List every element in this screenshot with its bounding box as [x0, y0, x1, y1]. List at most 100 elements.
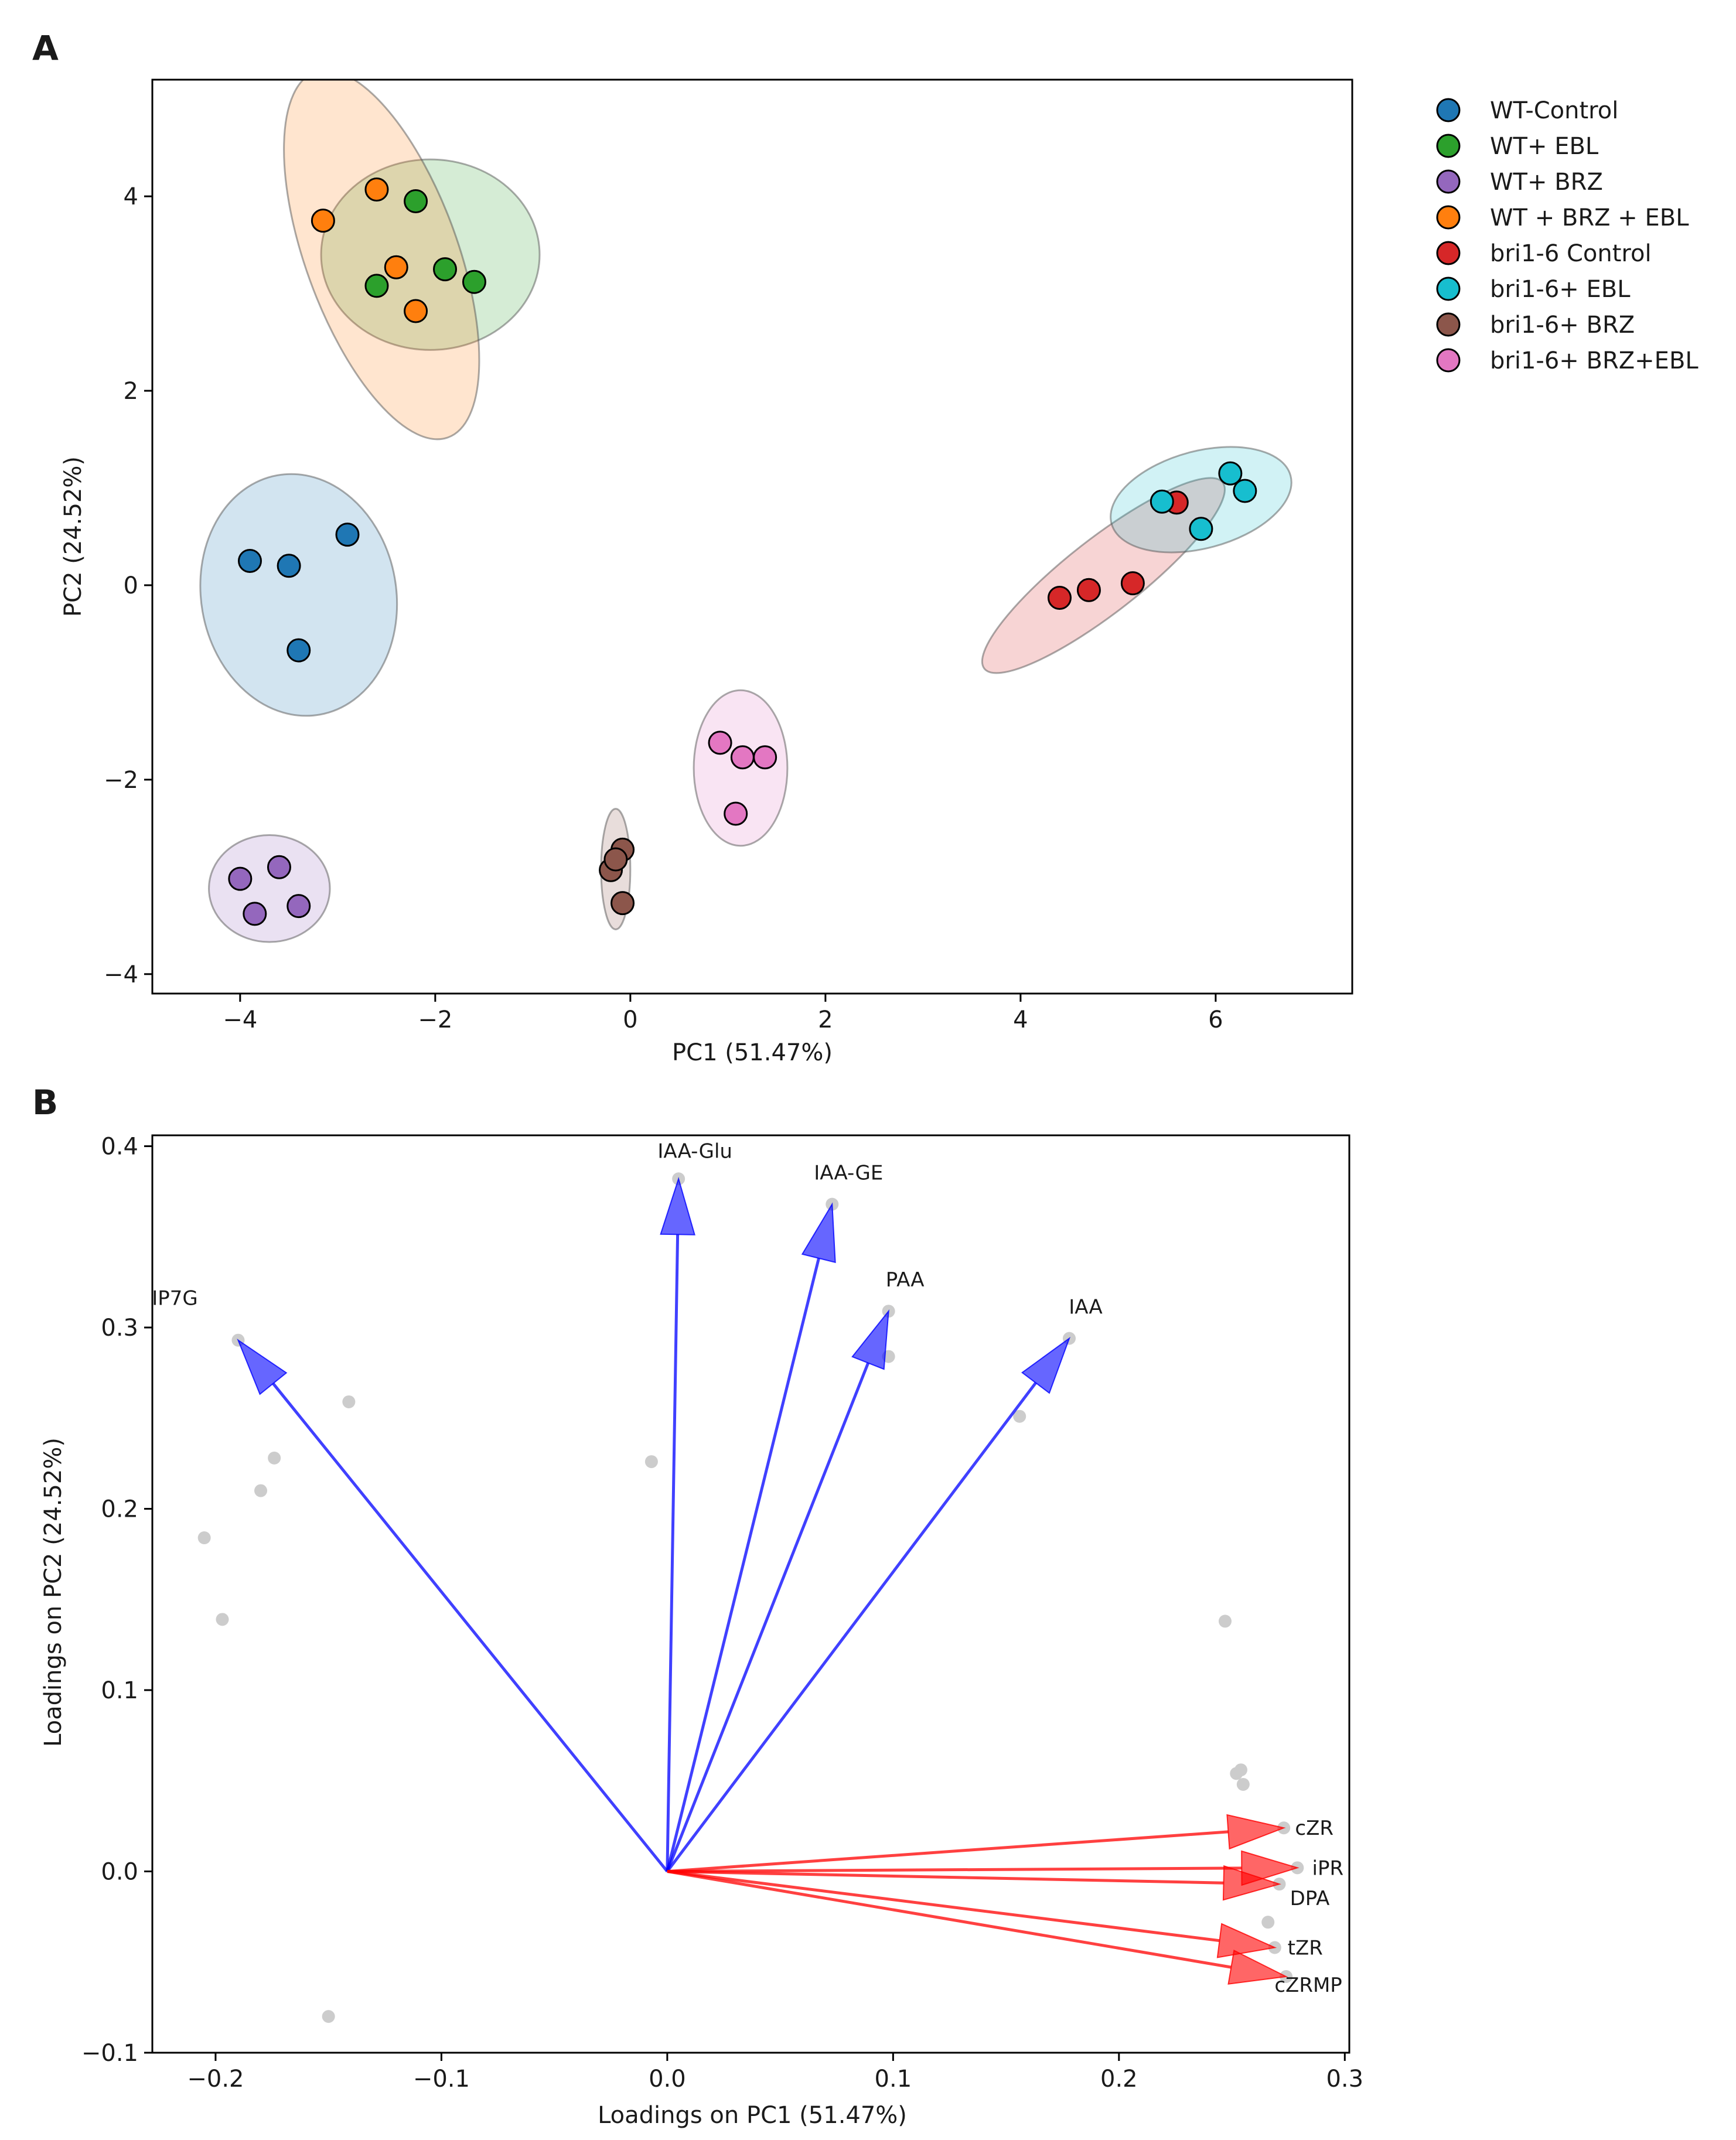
- legend-label: WT+ EBL: [1490, 133, 1599, 160]
- legend-item-wt-brz-ebl: WT + BRZ + EBL: [1436, 204, 1689, 231]
- score-point-wt-ebl-1: [404, 189, 428, 213]
- score-point-wt-control-4: [287, 638, 311, 663]
- loading-arrow-czr: [667, 1814, 1286, 1873]
- legend-label: bri1-6+ BRZ+EBL: [1490, 347, 1699, 374]
- legend-label: WT-Control: [1490, 97, 1618, 124]
- legend: WT-Control WT+ EBL WT+ BRZ WT + BRZ + EBL br…: [1436, 97, 1699, 374]
- confidence-ellipse-wt-brz-ebl: [283, 80, 480, 441]
- loading-label-iaa-ge: IAA-GE: [814, 1162, 883, 1185]
- score-point-wt-brz-3: [287, 894, 311, 919]
- loading-point: [1013, 1409, 1026, 1423]
- score-point-bri1-6-ebl-2: [1189, 517, 1213, 541]
- confidence-ellipse-wt-ebl: [320, 158, 541, 351]
- loading-label-czrmp: cZRMP: [1274, 1974, 1342, 1997]
- loading-point: [197, 1531, 211, 1545]
- y-tick-label: −2: [104, 767, 138, 794]
- score-point-bri1-6-control-3: [1120, 571, 1145, 596]
- loading-point: [216, 1613, 229, 1626]
- score-point-wt-brz-ebl-4: [404, 299, 428, 323]
- x-tick-label: 4: [1013, 1006, 1028, 1033]
- loading-point: [254, 1484, 268, 1497]
- score-point-wt-control-2: [277, 554, 301, 578]
- panel-letter-b: B: [32, 1083, 58, 1122]
- y-tick-label: 0.0: [101, 1859, 138, 1886]
- score-point-wt-brz-2: [267, 855, 291, 879]
- legend-marker: [1436, 277, 1461, 301]
- loading-arrow-iaa: [666, 1336, 1071, 1873]
- loading-point: [1261, 1916, 1275, 1929]
- loading-arrow-iaa-glu: [660, 1176, 695, 1872]
- x-tick-label: 2: [818, 1006, 833, 1033]
- score-point-bri1-6-control-1: [1047, 586, 1072, 610]
- y-tick-label: 0.4: [101, 1134, 138, 1161]
- loading-point: [1230, 1767, 1243, 1780]
- panel-a-pca-scores: A −4 −2 0 2 4 6 −4 −2 0 2 4 PC1 (51.47%) PC2 (24.…: [32, 28, 1699, 1066]
- y-axis-title-a: PC2 (24.52%): [60, 456, 87, 617]
- legend-marker: [1436, 312, 1461, 337]
- loading-point: [342, 1395, 356, 1408]
- x-tick-label: −2: [418, 1006, 452, 1033]
- loading-point: [1218, 1615, 1232, 1628]
- score-point-wt-ebl-3: [433, 257, 458, 282]
- x-tick-label: 0.2: [1100, 2066, 1138, 2093]
- loading-label-iaa-glu: IAA-Glu: [657, 1139, 732, 1163]
- loading-label-czr: cZR: [1295, 1817, 1333, 1840]
- plot-frame-a: [151, 78, 1353, 995]
- loading-point: [644, 1455, 658, 1469]
- loading-label-paa: PAA: [886, 1268, 925, 1292]
- score-point-bri1-6-brz-4: [611, 891, 635, 916]
- score-point-wt-brz-1: [228, 866, 253, 891]
- legend-item-wt-brz: WT+ BRZ: [1436, 169, 1603, 196]
- legend-marker: [1436, 134, 1461, 158]
- score-point-wt-brz-4: [243, 902, 267, 926]
- score-point-wt-ebl-2: [364, 274, 389, 298]
- legend-label: bri1-6+ EBL: [1490, 276, 1631, 303]
- x-tick-label: 0.3: [1326, 2066, 1363, 2093]
- loading-arrow-ipr: [667, 1850, 1300, 1886]
- legend-marker: [1436, 205, 1461, 230]
- x-axis-title-a: PC1 (51.47%): [672, 1039, 833, 1066]
- score-point-bri1-6-brz-3: [603, 847, 628, 872]
- y-tick-label: 0.3: [101, 1315, 138, 1342]
- score-point-wt-brz-ebl-1: [311, 209, 335, 233]
- confidence-ellipse-bri1-6-ebl: [1110, 446, 1292, 554]
- legend-marker: [1436, 98, 1461, 122]
- score-point-bri1-6-brz-ebl-1: [708, 731, 732, 755]
- score-point-wt-control-3: [335, 523, 360, 547]
- loading-label-dpa: DPA: [1290, 1887, 1330, 1910]
- score-point-bri1-6-ebl-1: [1150, 489, 1174, 514]
- panel-letter-a: A: [32, 28, 59, 68]
- loading-label-ip7g: IP7G: [152, 1287, 198, 1310]
- confidence-ellipse-wt-brz: [208, 834, 331, 943]
- y-tick-label: −4: [104, 961, 138, 988]
- y-tick-label: 0.2: [101, 1496, 138, 1523]
- legend-label: WT+ BRZ: [1490, 169, 1603, 196]
- x-tick-label: −0.1: [413, 2066, 470, 2093]
- x-tick-label: 0.0: [649, 2066, 686, 2093]
- panel-b-loadings-biplot: B IP7G IAA-Glu IAA-GE PAA IAA cZR iPR DPA tZR cZR…: [32, 1083, 1363, 2129]
- score-point-bri1-6-brz-ebl-4: [724, 801, 748, 826]
- x-tick-label: 0.1: [875, 2066, 912, 2093]
- legend-item-bri1-6-brz: bri1-6+ BRZ: [1436, 312, 1635, 339]
- legend-label: bri1-6 Control: [1490, 240, 1652, 267]
- loading-arrow-dpa: [667, 1865, 1281, 1901]
- loading-label-iaa: IAA: [1069, 1296, 1103, 1319]
- legend-item-wt-control: WT-Control: [1436, 97, 1618, 124]
- score-point-wt-control-1: [238, 548, 262, 573]
- score-point-wt-brz-ebl-3: [384, 255, 408, 279]
- loading-label-tzr: tZR: [1288, 1936, 1323, 1960]
- legend-marker: [1436, 169, 1461, 194]
- x-tick-label: −4: [223, 1006, 257, 1033]
- legend-item-wt-ebl: WT+ EBL: [1436, 133, 1599, 160]
- y-tick-label: 0.1: [101, 1677, 138, 1704]
- score-point-wt-brz-ebl-2: [364, 178, 389, 202]
- legend-item-bri1-6-brz-ebl: bri1-6+ BRZ+EBL: [1436, 347, 1699, 374]
- x-tick-label: 0: [623, 1006, 637, 1033]
- x-tick-label: −0.2: [187, 2066, 244, 2093]
- loading-arrow-czrmp: [667, 1870, 1288, 1985]
- y-tick-label: 0: [124, 572, 138, 599]
- loading-point: [268, 1451, 281, 1465]
- score-point-wt-ebl-4: [462, 269, 486, 294]
- x-tick-label: 6: [1208, 1006, 1223, 1033]
- y-axis-title-b: Loadings on PC2 (24.52%): [40, 1438, 67, 1747]
